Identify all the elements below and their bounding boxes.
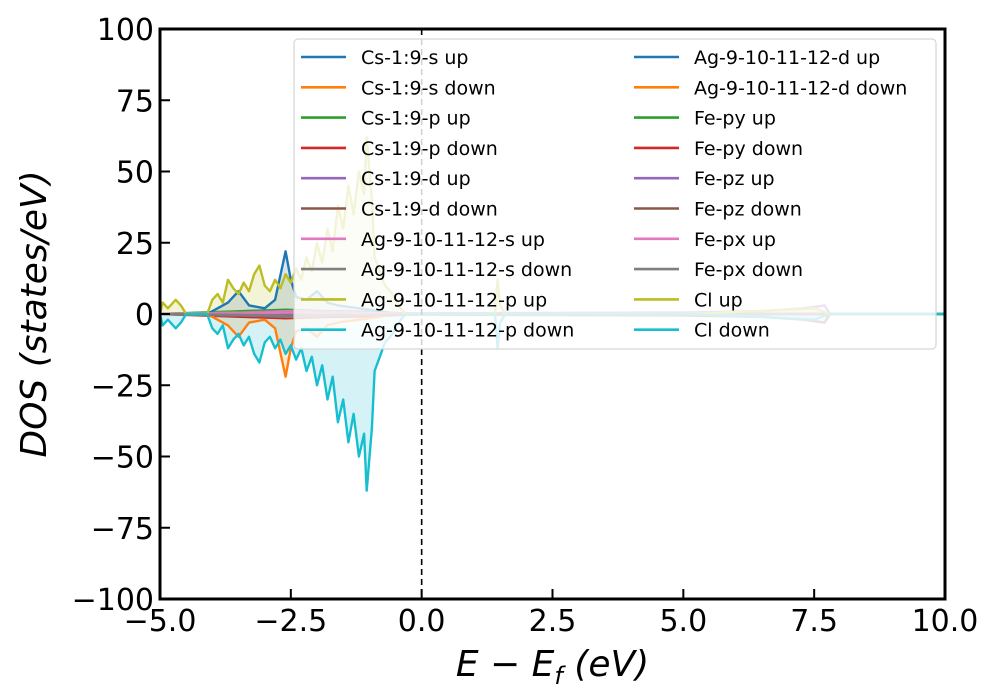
x-tick-label: 2.5 — [529, 604, 577, 639]
x-axis-title: E − Ef (eV) — [456, 644, 649, 690]
legend-entry-label: Cs-1:9-d down — [361, 199, 498, 221]
y-tick-label: 100 — [97, 13, 154, 48]
x-tick-label: 7.5 — [790, 604, 838, 639]
y-tick-label: −100 — [72, 583, 154, 618]
legend-entry-label: Cs-1:9-d up — [361, 168, 471, 190]
x-tick-label: 0.0 — [398, 604, 446, 639]
y-tick-label: 25 — [116, 227, 154, 262]
legend-entry-label: Cl down — [694, 320, 770, 342]
legend-entry-label: Cs-1:9-s down — [361, 77, 496, 99]
legend-entry-label: Fe-py down — [694, 138, 803, 160]
x-axis-title-main: E − E — [456, 644, 555, 685]
y-tick-label: 75 — [116, 84, 154, 119]
legend-entry-label: Cs-1:9-p down — [361, 138, 498, 160]
legend-entry-label: Ag-9-10-11-12-s up — [361, 229, 545, 251]
x-tick-label: −2.5 — [254, 604, 327, 639]
x-axis-title-unit: (eV) — [563, 644, 649, 685]
y-tick-label: −75 — [91, 512, 154, 547]
y-tick-label: −25 — [91, 369, 154, 404]
x-tick-label: 5.0 — [659, 604, 707, 639]
y-axis-title: DOS (states/eV) — [14, 170, 55, 457]
y-tick-label: 0 — [135, 298, 154, 333]
legend-entry-label: Ag-9-10-11-12-p down — [361, 320, 574, 342]
x-tick-label: 10.0 — [912, 604, 979, 639]
legend-entry-label: Cs-1:9-p up — [361, 108, 471, 130]
y-tick-label: −50 — [91, 441, 154, 476]
legend-entry-label: Fe-pz up — [694, 168, 775, 190]
legend-entry-label: Fe-px down — [694, 259, 803, 281]
series-fill-19 — [160, 314, 945, 491]
series-fill-11 — [160, 314, 945, 377]
legend-entry-label: Ag-9-10-11-12-d down — [694, 77, 907, 99]
x-axis-ticks: −5.0 −2.5 0.0 2.5 5.0 7.5 10.0 — [124, 589, 979, 639]
legend: Cs-1:9-s up Cs-1:9-s down Cs-1:9-p up Cs-1:… — [293, 38, 937, 350]
y-tick-label: 50 — [116, 156, 154, 191]
y-axis-ticks: −100 −75 −50 −25 0 25 50 75 100 — [72, 13, 170, 618]
legend-entry-label: Fe-px up — [694, 229, 776, 251]
legend-entry-label: Ag-9-10-11-12-d up — [694, 47, 880, 69]
x-tick-label: −5.0 — [124, 604, 197, 639]
legend-box — [293, 38, 937, 350]
legend-entry-label: Fe-py up — [694, 108, 776, 130]
legend-entry-label: Cs-1:9-s up — [361, 47, 469, 69]
legend-entry-label: Cl up — [694, 289, 743, 311]
series-fill-10 — [160, 251, 945, 314]
legend-entry-label: Fe-pz down — [694, 199, 802, 221]
legend-entry-label: Ag-9-10-11-12-s down — [361, 259, 572, 281]
legend-entry-label: Ag-9-10-11-12-p up — [361, 289, 547, 311]
